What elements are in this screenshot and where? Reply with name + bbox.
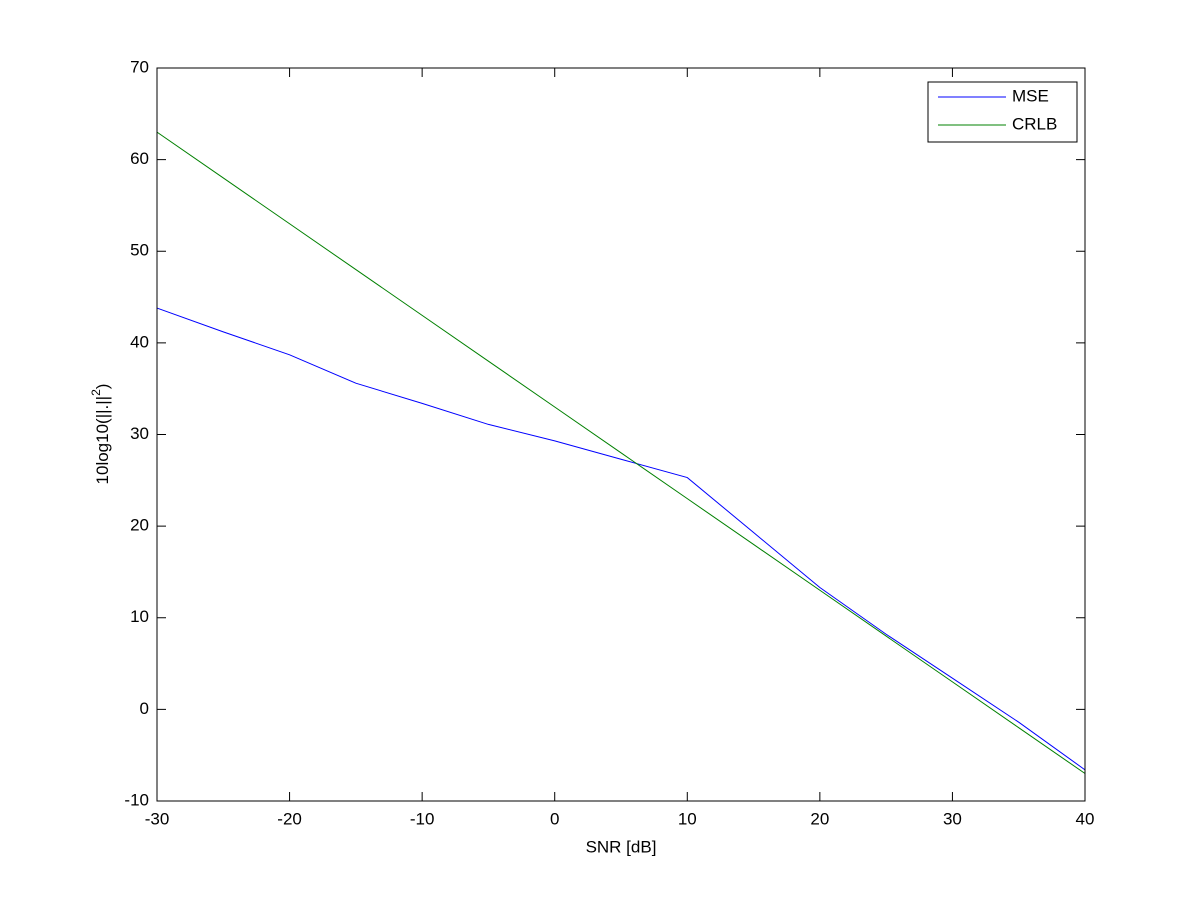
y-tick-label: 10 (130, 607, 149, 626)
x-tick-label: 0 (550, 809, 559, 828)
legend-label: CRLB (1012, 114, 1057, 133)
legend-label: MSE (1012, 86, 1049, 105)
x-tick-label: -20 (277, 809, 302, 828)
y-label-tail: ) (93, 384, 112, 390)
x-tick-label: 40 (1076, 809, 1095, 828)
y-tick-label: -10 (124, 790, 149, 809)
x-tick-label: -10 (410, 809, 435, 828)
y-tick-label: 60 (130, 149, 149, 168)
y-tick-label: 20 (130, 516, 149, 535)
y-tick-label: 30 (130, 424, 149, 443)
y-tick-label: 50 (130, 241, 149, 260)
x-tick-label: -30 (145, 809, 170, 828)
x-axis-label: SNR [dB] (586, 837, 657, 856)
x-tick-label: 20 (810, 809, 829, 828)
y-tick-label: 40 (130, 332, 149, 351)
legend-box (927, 81, 1078, 143)
y-label-main: 10log10(||.|| (93, 396, 112, 485)
plot-frame (156, 67, 1086, 802)
y-tick-label: 0 (140, 699, 149, 718)
x-tick-label: 10 (678, 809, 697, 828)
y-tick-label: 70 (130, 57, 149, 76)
data-line (156, 307, 1086, 771)
y-label-sup: 2 (89, 389, 103, 396)
plot-area (157, 68, 1085, 801)
x-tick-label: 30 (943, 809, 962, 828)
data-line (156, 131, 1086, 774)
y-axis-label: 10log10(||.||2) (89, 384, 112, 485)
